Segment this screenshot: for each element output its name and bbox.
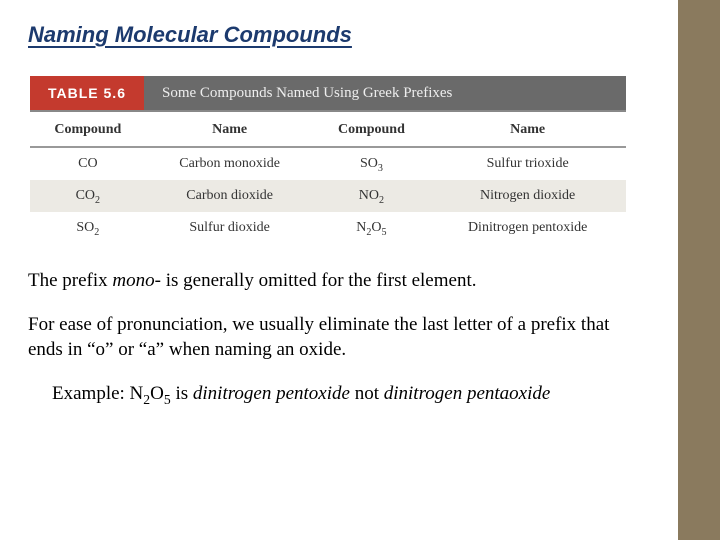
table-header-row: Compound Name Compound Name [30,112,626,147]
cell-name: Nitrogen dioxide [429,180,626,212]
cell-name: Sulfur trioxide [429,147,626,180]
side-accent-bar [678,0,720,540]
table-row: SO2 Sulfur dioxide N2O5 Dinitrogen pento… [30,212,626,244]
example-text: Example: N2O5 is dinitrogen pentoxide no… [52,381,628,407]
cell-compound: N2O5 [314,212,430,244]
table-row: CO Carbon monoxide SO3 Sulfur trioxide [30,147,626,180]
slide-content: Naming Molecular Compounds TABLE 5.6 Som… [0,0,678,407]
paragraph-mono-prefix: The prefix mono- is generally omitted fo… [28,268,628,294]
col-compound-2: Compound [314,112,430,147]
table-header-bar: TABLE 5.6 Some Compounds Named Using Gre… [30,76,626,112]
cell-name: Sulfur dioxide [146,212,314,244]
slide-title: Naming Molecular Compounds [28,22,628,48]
compounds-table: Compound Name Compound Name CO Carbon mo… [30,112,626,244]
col-compound-1: Compound [30,112,146,147]
cell-compound: CO2 [30,180,146,212]
table-badge: TABLE 5.6 [30,76,144,110]
cell-compound: SO2 [30,212,146,244]
paragraph-pronunciation: For ease of pronunciation, we usually el… [28,312,628,363]
table-row: CO2 Carbon dioxide NO2 Nitrogen dioxide [30,180,626,212]
col-name-1: Name [146,112,314,147]
table-5-6: TABLE 5.6 Some Compounds Named Using Gre… [30,76,626,244]
table-caption: Some Compounds Named Using Greek Prefixe… [144,76,626,110]
col-name-2: Name [429,112,626,147]
cell-compound: NO2 [314,180,430,212]
cell-name: Carbon dioxide [146,180,314,212]
cell-compound: CO [30,147,146,180]
cell-name: Carbon monoxide [146,147,314,180]
cell-compound: SO3 [314,147,430,180]
cell-name: Dinitrogen pentoxide [429,212,626,244]
